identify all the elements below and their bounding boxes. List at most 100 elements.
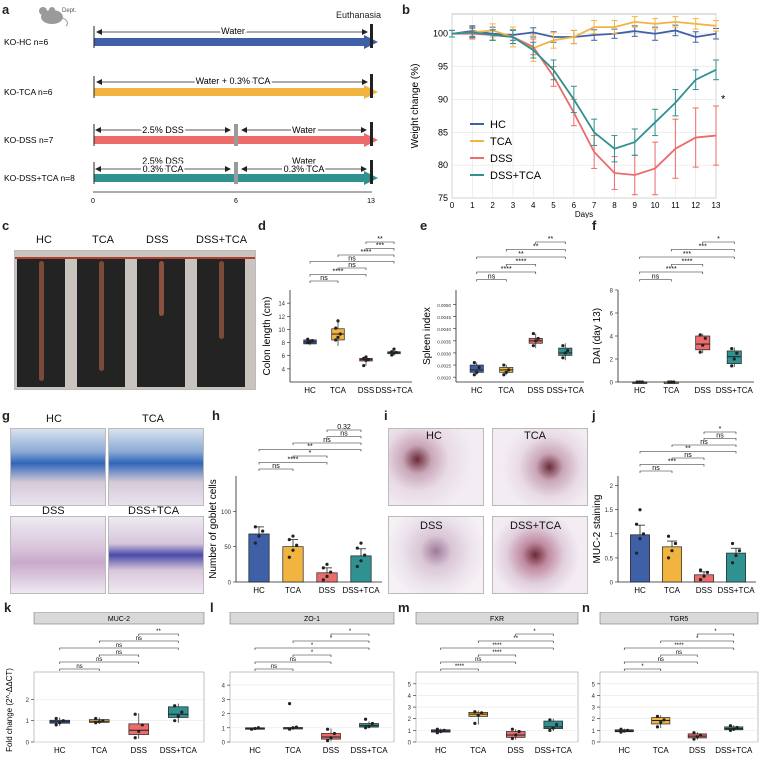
design-row-label: KO-HC n=6	[4, 37, 48, 47]
x-category-label: DSS	[695, 386, 711, 395]
mouse-tag: Dept.	[62, 8, 77, 14]
data-point	[477, 365, 481, 370]
significance-label: ns	[700, 439, 708, 446]
legend-label: DSS	[490, 153, 513, 165]
y-tick-label: 0	[592, 741, 596, 747]
data-point	[667, 380, 671, 384]
data-point	[390, 350, 394, 354]
data-point	[698, 568, 703, 572]
panel-label-l: l	[210, 600, 214, 615]
design-bar	[94, 88, 364, 96]
data-point	[359, 541, 363, 545]
design-treatment-2: 0.3% TCA	[284, 164, 325, 174]
data-point	[548, 718, 552, 722]
x-category-label: DSS+TCA	[375, 386, 413, 395]
significance-label: ns	[684, 452, 692, 459]
significance-label: *	[533, 629, 536, 635]
data-point	[475, 370, 479, 374]
panel-label-m: m	[398, 600, 410, 615]
comparison-bracket	[440, 668, 479, 671]
comparison-bracket	[476, 256, 566, 259]
y-axis-label: Colon length (cm)	[262, 297, 273, 376]
design-row-label: KO-TCA n=6	[4, 87, 53, 97]
data-point	[619, 730, 623, 734]
data-point	[133, 712, 137, 716]
legend-label: TCA	[490, 136, 513, 148]
y-tick-label: 3	[592, 706, 596, 712]
comparison-bracket	[440, 647, 554, 650]
significance-label: ****	[516, 259, 527, 266]
facet-title: ZO-1	[304, 616, 320, 623]
data-point	[728, 728, 733, 732]
x-category-label: HC	[618, 746, 630, 755]
data-point	[137, 729, 141, 733]
comparison-bracket	[623, 661, 698, 664]
data-point	[329, 736, 333, 740]
series-line-tca	[451, 20, 717, 50]
significance-label: ns	[488, 274, 496, 281]
data-point	[548, 728, 552, 732]
facet-strip	[229, 612, 395, 625]
y-tick-label: 50	[224, 545, 231, 551]
data-point	[698, 333, 702, 337]
data-point	[329, 570, 333, 574]
experiment-design: Dept. Euthanasia KO-HC n=6 Water KO-TCA n=…	[4, 7, 381, 205]
data-point	[355, 564, 359, 569]
data-point	[692, 737, 696, 741]
significance-label: ns	[716, 433, 724, 440]
significance-label: **	[685, 446, 691, 453]
comparison-bracket	[337, 267, 367, 270]
weight-change-chart: 0 1 2 3 4 5 6 7 8 9 10 11 12 137580859095100DaysWeigh…	[410, 13, 726, 218]
significance-label: *	[309, 450, 312, 457]
data-point	[655, 714, 660, 718]
data-point	[253, 525, 257, 529]
significance-label: ns	[348, 256, 356, 263]
data-point	[517, 729, 521, 734]
data-point	[622, 729, 626, 733]
data-point	[566, 348, 570, 353]
panel-label-f: f	[592, 218, 597, 233]
comparison-bracket	[639, 451, 737, 454]
muc2-label-hc: HC	[426, 430, 442, 442]
significance-label: ns	[272, 463, 280, 470]
design-switch-mark	[234, 162, 238, 184]
data-point	[325, 574, 329, 578]
design-end-mark	[370, 160, 373, 184]
data-point	[507, 368, 511, 372]
design-tick-6: 6	[234, 198, 238, 205]
panel-label-j: j	[592, 408, 596, 423]
data-point	[94, 716, 98, 721]
data-point	[287, 702, 292, 706]
photo-label-tca: TCA	[92, 234, 114, 246]
y-tick-label: 100	[221, 510, 232, 516]
comparison-bracket	[59, 647, 179, 650]
y-tick-label: 0	[610, 381, 614, 387]
facet-title: TGR5	[670, 616, 689, 623]
y-tick-label: 100	[433, 29, 448, 39]
design-arrow-right	[362, 29, 368, 35]
facet-title: MUC-2	[108, 616, 130, 623]
x-tick-label: 6	[572, 201, 577, 210]
facet-strip	[599, 612, 759, 625]
data-point	[253, 726, 257, 731]
data-point	[510, 727, 514, 731]
comparison-bracket	[292, 654, 332, 657]
design-arrow-right	[361, 166, 367, 172]
muc2-qpcr-chart: MUC-2 0 1 2 Fold change (2^-ΔΔCT) HC TCA DSS DSS…	[5, 612, 205, 755]
significance-label: ****	[674, 643, 684, 649]
design-arrow-left	[241, 166, 247, 172]
data-point	[625, 728, 630, 732]
panel-label-d: d	[258, 218, 266, 233]
x-category-label: HC	[253, 586, 265, 595]
bar-tca	[282, 546, 304, 583]
data-point	[730, 364, 734, 368]
data-point	[698, 350, 702, 354]
data-point	[287, 538, 291, 542]
panel-label-e: e	[420, 218, 428, 233]
box-dss-tca	[726, 350, 742, 364]
data-point	[641, 532, 646, 536]
y-tick-label: 75	[438, 193, 448, 203]
panel-label-k: k	[4, 600, 12, 615]
y-tick-label: 12	[278, 315, 285, 321]
